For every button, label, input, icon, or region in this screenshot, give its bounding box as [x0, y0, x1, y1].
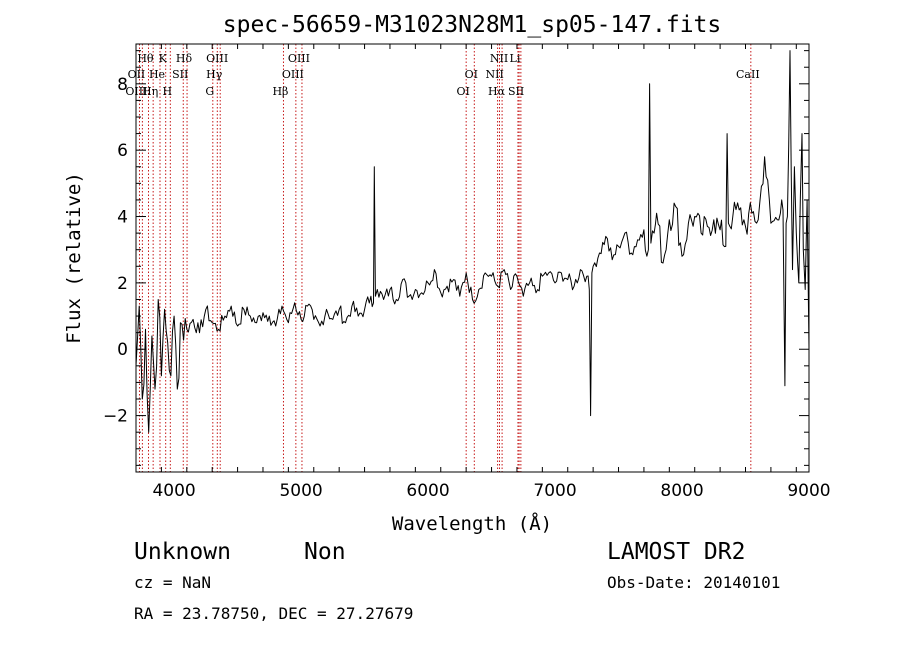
line-label: Hγ [206, 68, 223, 81]
y-axis-label: Flux (relative) [63, 172, 85, 344]
line-label: OI [465, 68, 478, 81]
emission-line-markers [138, 44, 752, 472]
x-tick-label: 8000 [660, 481, 703, 501]
plot-frame [135, 43, 810, 473]
y-tick-label: 6 [117, 141, 128, 161]
line-label: CaII [736, 68, 760, 81]
line-label: Hδ [176, 52, 193, 65]
line-label: G [205, 85, 214, 98]
y-tick-label: 0 [117, 340, 128, 360]
line-label: Li [510, 52, 521, 65]
x-tick-label: 6000 [406, 481, 449, 501]
line-label: OIII [282, 68, 304, 81]
line-label: OI [456, 85, 469, 98]
spectrum-line [135, 50, 810, 433]
x-tick-label: 9000 [787, 481, 830, 501]
observation-date: Obs-Date: 20140101 [607, 573, 780, 592]
line-label: H [162, 85, 172, 98]
x-axis-ticks: 4000 5000 6000 7000 8000 9000 [135, 44, 831, 501]
coordinates: RA = 23.78750, DEC = 27.27679 [134, 604, 413, 623]
chart-title: spec-56659-M31023N28M1_sp05-147.fits [223, 12, 722, 38]
y-tick-label: 4 [117, 208, 128, 228]
object-class: Unknown [134, 539, 231, 565]
line-label: Hθ [137, 52, 154, 65]
line-label: OIII [288, 52, 310, 65]
line-label: NII [490, 52, 508, 65]
x-tick-label: 4000 [152, 481, 195, 501]
x-tick-label: 7000 [533, 481, 576, 501]
x-axis-label: Wavelength (Å) [392, 512, 552, 535]
x-tick-label: 5000 [279, 481, 322, 501]
line-label: SII [508, 85, 524, 98]
line-label: OIII [206, 52, 228, 65]
line-label: Hβ [272, 85, 288, 98]
survey-name: LAMOST DR2 [607, 539, 745, 565]
line-label: SII [172, 68, 188, 81]
y-axis-ticks: −2 0 2 4 6 8 [103, 50, 809, 466]
line-label: He [149, 68, 165, 81]
redshift-cz: cz = NaN [134, 573, 211, 592]
line-label: NII [485, 68, 503, 81]
line-label: K [159, 52, 168, 65]
line-label: Hα [488, 85, 506, 98]
object-subclass: Non [304, 539, 346, 565]
y-tick-label: 2 [117, 274, 128, 294]
y-tick-label: −2 [103, 407, 128, 427]
y-tick-label: 8 [117, 75, 128, 95]
line-label: Hη [142, 85, 158, 98]
